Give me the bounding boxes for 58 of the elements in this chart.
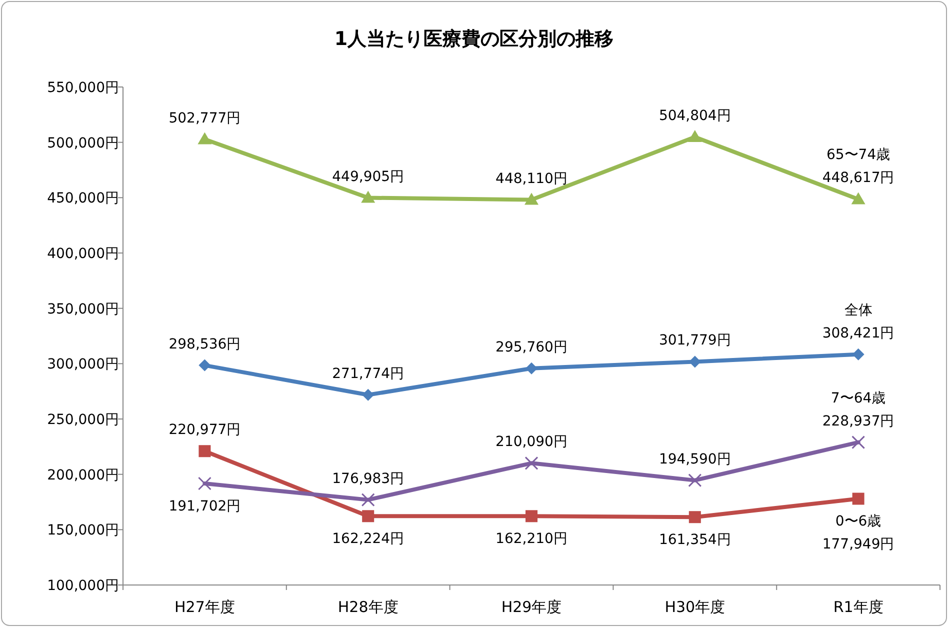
point	[524, 192, 538, 205]
data-label: 448,617円	[822, 170, 894, 186]
y-tick-label: 450,000円	[47, 190, 119, 207]
data-label: 504,804円	[658, 108, 731, 124]
point	[198, 132, 212, 144]
text: 7〜64歳	[830, 390, 886, 406]
data-label: 228,937円	[822, 413, 894, 430]
series-label: 0〜6歳	[835, 514, 882, 530]
x-tick-label: H27年度	[174, 598, 235, 616]
data-label: 502,777円	[168, 110, 241, 126]
y-tick-label: 350,000円	[47, 301, 119, 318]
y-tick-label: 100,000円	[47, 578, 119, 594]
y-tick-label: 250,000円	[47, 412, 119, 428]
y-tick-label: 400,000円	[47, 246, 119, 262]
x-tick-label: H30年度	[664, 598, 726, 616]
x-tick-label: H29年度	[501, 598, 562, 616]
point	[361, 493, 375, 507]
point	[526, 362, 538, 374]
x-tick-label: H28年度	[338, 598, 398, 616]
data-label: 194,590円	[658, 451, 731, 468]
point	[688, 130, 702, 142]
y-tick-label: 300,000円	[47, 356, 119, 373]
x-tick-label: R1年度	[833, 598, 884, 616]
data-label: 301,779円	[658, 332, 731, 349]
data-label: 448,110円	[496, 170, 568, 187]
point	[851, 192, 866, 204]
y-tick-label: 500,000円	[47, 135, 119, 152]
point	[198, 445, 211, 458]
data-label: 162,224円	[332, 531, 404, 548]
point	[688, 511, 701, 524]
data-label: 161,354円	[658, 532, 731, 548]
point	[362, 510, 374, 522]
data-label: 210,090円	[496, 434, 568, 450]
y-tick-label: 200,000円	[47, 467, 119, 484]
point	[524, 456, 538, 470]
data-label: 176,983円	[332, 470, 404, 487]
chart-title: 1人当たり医療費の区分別の推移	[334, 28, 614, 50]
point	[526, 510, 538, 522]
point	[688, 474, 702, 488]
point	[362, 388, 374, 401]
data-label: 191,702円	[168, 498, 241, 515]
point	[198, 359, 211, 372]
data-label: 298,536円	[168, 336, 241, 352]
data-label: 177,949円	[822, 536, 894, 553]
point	[198, 476, 212, 490]
y-tick-label: 550,000円	[47, 80, 119, 96]
point	[361, 190, 376, 203]
data-label: 162,210円	[496, 531, 568, 548]
data-label: 220,977円	[168, 422, 241, 438]
point	[852, 492, 864, 505]
text: 全体	[844, 302, 872, 318]
data-label: 295,760円	[496, 339, 568, 356]
data-label: 271,774円	[332, 366, 404, 382]
series-label: 65〜74歳	[826, 147, 890, 164]
y-tick-label: 150,000円	[47, 522, 119, 539]
data-label: 308,421円	[822, 325, 894, 342]
data-label: 449,905円	[332, 168, 404, 185]
point	[852, 436, 866, 450]
